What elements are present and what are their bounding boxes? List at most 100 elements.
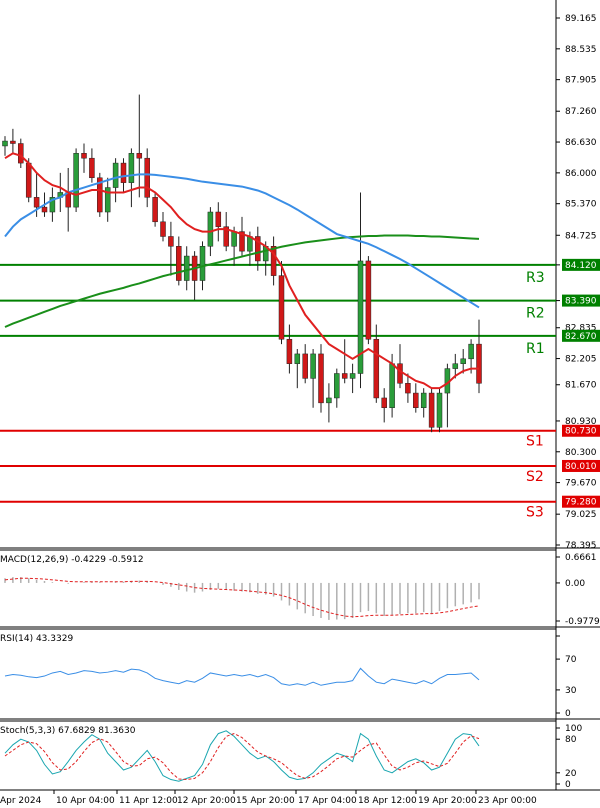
x-tick-label: 10 Apr 04:00	[56, 796, 115, 806]
candle-body	[460, 358, 466, 364]
x-tick-label: 18 Apr 12:00	[358, 796, 417, 806]
candle-body	[239, 231, 245, 252]
candle-body	[73, 153, 79, 208]
level-name-s2: S2	[526, 469, 544, 485]
candle-body	[413, 392, 419, 408]
candle-body	[176, 246, 182, 281]
candle-body	[310, 353, 316, 379]
level-name-s1: S1	[526, 434, 544, 450]
candle-body	[97, 177, 103, 213]
moving-average-slow	[4, 234, 480, 328]
candle-body	[49, 197, 56, 213]
candle-body	[120, 162, 127, 183]
candle-body	[152, 197, 158, 223]
stoch-d-line	[4, 733, 480, 781]
macd-tick-label: 0.00	[565, 579, 585, 589]
level-tag-label: 82.670	[565, 332, 597, 342]
candle-body	[357, 260, 364, 374]
moving-average-fast	[4, 152, 479, 390]
candle-body	[278, 275, 285, 340]
stoch-tick-label: 0	[565, 780, 571, 790]
y-tick-label: 85.370	[565, 200, 597, 210]
candle-body	[207, 211, 214, 247]
stoch-tick-label: 20	[565, 769, 577, 779]
y-tick-label: 79.025	[565, 510, 597, 520]
candle-body	[294, 353, 301, 364]
level-tag-s3	[562, 495, 600, 508]
candle-body	[436, 392, 443, 428]
level-tag-r2	[562, 294, 600, 307]
candle-body	[397, 363, 403, 384]
macd-tick-label: 0.6661	[565, 553, 597, 563]
level-name-r1: R1	[526, 341, 545, 357]
candle-body	[136, 153, 143, 159]
candle-body	[25, 162, 32, 198]
candle-body	[302, 353, 308, 379]
y-tick-label: 82.205	[565, 355, 597, 365]
candle-body	[428, 392, 435, 428]
candle-body	[199, 246, 206, 281]
x-tick-label: 17 Apr 04:00	[298, 796, 357, 806]
candle-body	[373, 338, 380, 399]
candle-body	[144, 157, 150, 198]
candle-body	[89, 157, 95, 179]
candle-body	[286, 338, 293, 364]
candle-body	[81, 153, 87, 159]
x-tick-label: 19 Apr 20:00	[418, 796, 477, 806]
rsi-tick-label: 30	[565, 686, 577, 696]
y-tick-label: 78.395	[565, 541, 597, 551]
y-tick-label: 89.165	[565, 14, 597, 24]
candle-body	[349, 373, 356, 379]
main-price-panel: 89.165 88.535 87.905 87.260 86.630 86.000 85.3…	[0, 0, 600, 790]
x-tick-label: 23 Apr 00:00	[478, 796, 537, 806]
candle-body	[41, 206, 48, 213]
rsi-tick-label: 0	[565, 709, 571, 719]
candle-body	[326, 397, 332, 404]
candle-body	[476, 343, 482, 384]
y-tick-label: 80.300	[565, 448, 597, 458]
y-tick-label: 87.260	[565, 107, 597, 117]
stoch-tick-label: 80	[565, 735, 577, 745]
level-name-r3: R3	[526, 270, 545, 286]
y-tick-label: 88.535	[565, 45, 597, 55]
y-tick-label: 86.000	[565, 169, 597, 179]
y-tick-label: 82.835	[565, 324, 597, 334]
rsi-title: RSI(14) 43.3329	[0, 634, 73, 644]
candle-body	[389, 363, 395, 408]
candle-body	[112, 162, 119, 188]
x-tick-label: 11 Apr 12:00	[119, 796, 178, 806]
candle-body	[223, 226, 229, 247]
candle-body	[33, 197, 40, 208]
y-tick-label: 87.905	[565, 76, 597, 86]
macd-panel: MACD(12,26,9) -0.4229 -0.5912 0.6661 0.00…	[0, 553, 600, 630]
candle-body	[168, 236, 174, 247]
level-name-r2: R2	[526, 306, 545, 322]
x-tick-label: 12 Apr 20:00	[177, 796, 236, 806]
candle-body	[128, 153, 135, 183]
candle-body	[18, 143, 24, 164]
candle-body	[341, 373, 348, 379]
current-price-tag	[562, 378, 600, 391]
level-tag-label: 83.390	[565, 297, 597, 307]
candle-body	[255, 236, 261, 262]
candle-body	[10, 140, 16, 144]
candle-body	[2, 140, 8, 147]
x-tick-label: 15 Apr 20:00	[236, 796, 295, 806]
candle-body	[104, 187, 111, 213]
y-tick-label: 84.725	[565, 231, 597, 241]
candle-body	[183, 255, 190, 281]
candle-body	[365, 260, 372, 340]
level-tag-s2	[562, 459, 600, 472]
level-tag-label: 79.280	[565, 498, 597, 508]
macd-title: MACD(12,26,9) -0.4229 -0.5912	[0, 555, 144, 565]
macd-tick-label: -0.9779	[565, 617, 600, 627]
stoch-tick-label: 100	[565, 724, 582, 734]
y-tick-label: 80.930	[565, 417, 597, 427]
candle-body	[420, 392, 427, 408]
y-tick-label: 86.630	[565, 138, 597, 148]
rsi-tick-label: 70	[565, 655, 577, 665]
candle-body	[215, 211, 222, 227]
candle-body	[231, 231, 237, 247]
level-tag-s1	[562, 424, 600, 437]
level-tag-r1	[562, 329, 600, 342]
